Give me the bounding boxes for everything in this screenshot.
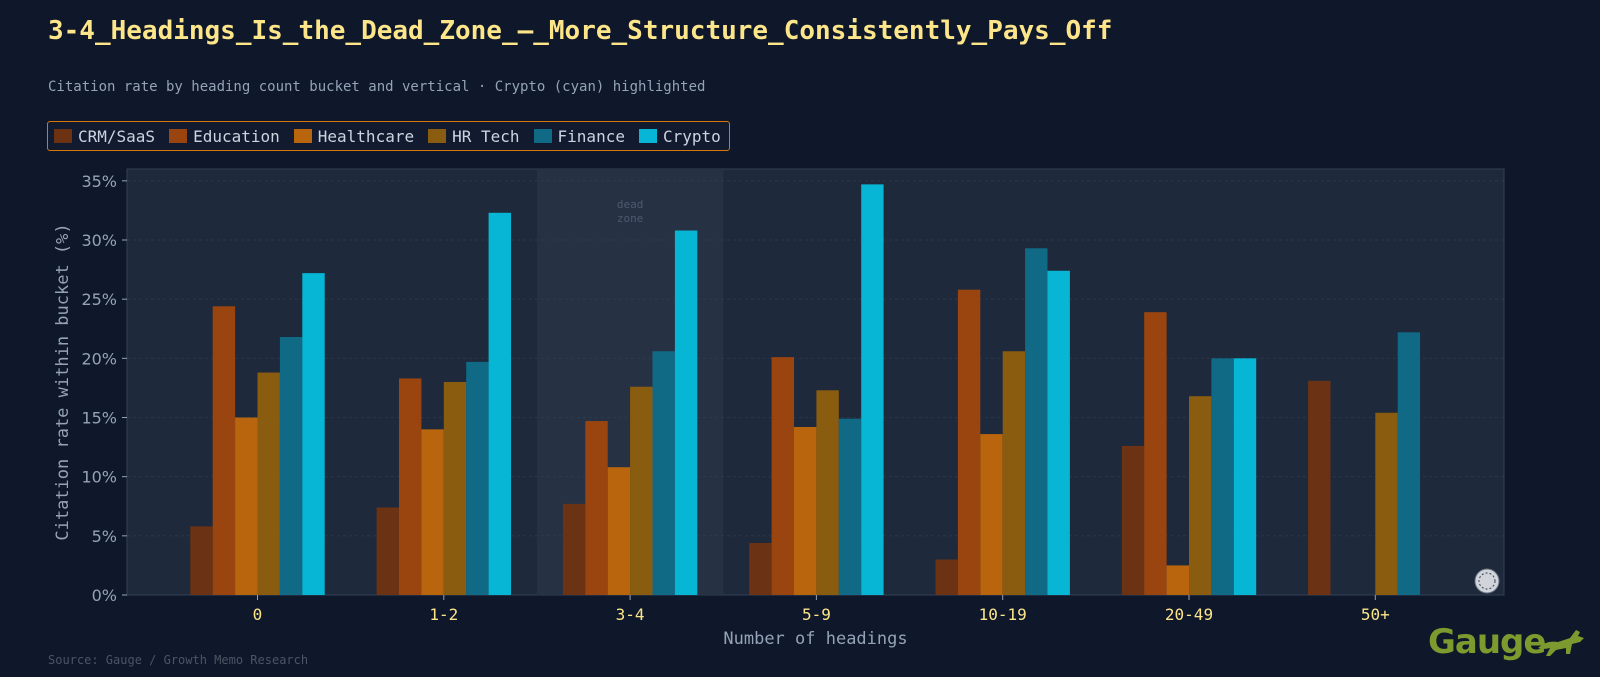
legend-item-hr-tech: HR Tech: [428, 126, 520, 146]
y-tick-label: 25%: [81, 290, 117, 309]
bar-hr-tech-0: [257, 372, 280, 595]
legend-item-crypto: Crypto: [638, 126, 721, 146]
bar-finance-0: [279, 337, 303, 595]
chart-legend: CRM/SaaS Education Healthcare HR Tech Financ…: [47, 121, 730, 151]
bar-education-1-2: [399, 378, 422, 595]
bar-finance-50+: [1397, 332, 1421, 595]
x-tick-label: 0: [253, 605, 263, 624]
y-tick-label: 30%: [81, 231, 117, 250]
x-tick-label: 10-19: [979, 605, 1027, 624]
legend-label: HR Tech: [452, 126, 520, 146]
bar-healthcare-5-9: [794, 426, 817, 595]
legend-swatch: [428, 129, 447, 143]
bar-education-3-4: [585, 421, 608, 595]
bar-education-0: [212, 306, 236, 595]
x-tick-label: 3-4: [616, 605, 645, 624]
source-note: Source: Gauge / Growth Memo Research: [48, 653, 309, 667]
bar-crypto-5-9: [861, 184, 884, 595]
bar-finance-3-4: [652, 351, 675, 595]
bar-crypto-0: [302, 273, 325, 595]
bar-finance-5-9: [838, 418, 862, 595]
bar-healthcare-0: [235, 417, 258, 595]
legend-swatch: [293, 129, 312, 143]
legend-item-healthcare: Healthcare: [293, 126, 415, 146]
bar-healthcare-1-2: [421, 429, 444, 595]
y-tick-label: 10%: [81, 468, 117, 487]
bar-hr-tech-3-4: [630, 386, 653, 595]
legend-label: Education: [193, 126, 280, 146]
legend-label: Healthcare: [317, 126, 415, 146]
bar-crm-saas-20-49: [1121, 445, 1145, 595]
bar-healthcare-20-49: [1166, 565, 1189, 595]
bar-education-10-19: [957, 289, 981, 595]
chart-title: 3-4_Headings_Is_the_Dead_Zone_—_More_Str…: [48, 16, 1113, 46]
y-tick-label: 5%: [92, 527, 117, 546]
legend-item-finance: Finance: [533, 126, 625, 146]
bar-finance-20-49: [1211, 358, 1234, 595]
bar-hr-tech-10-19: [1002, 351, 1026, 595]
bar-hr-tech-5-9: [816, 390, 839, 595]
legend-swatch: [169, 129, 188, 143]
bar-finance-10-19: [1025, 248, 1048, 596]
bar-hr-tech-50+: [1375, 412, 1398, 595]
x-tick-label: 20-49: [1165, 605, 1213, 624]
greyhound-icon: [1538, 630, 1584, 656]
legend-item-education: Education: [169, 127, 280, 146]
bar-crypto-20-49: [1233, 358, 1257, 595]
x-tick-label: 1-2: [429, 605, 458, 624]
bar-healthcare-10-19: [980, 434, 1003, 595]
legend-label: CRM/SaaS: [78, 126, 156, 146]
seal-icon: [1474, 568, 1500, 594]
bar-crm-saas-3-4: [562, 503, 586, 595]
y-tick-label: 35%: [81, 172, 117, 191]
bar-education-5-9: [771, 357, 794, 595]
y-axis-label: Citation rate within bucket (%): [53, 223, 73, 540]
y-tick-label: 15%: [81, 409, 117, 428]
bar-healthcare-3-4: [607, 467, 631, 595]
legend-swatch: [533, 129, 552, 143]
bar-finance-1-2: [466, 361, 489, 595]
y-tick-label: 0%: [92, 586, 117, 605]
bar-crm-saas-0: [190, 526, 213, 595]
x-tick-label: 5-9: [802, 605, 831, 624]
y-tick-label: 20%: [81, 349, 117, 368]
x-tick-label: 50+: [1361, 605, 1390, 624]
legend-label: Crypto: [662, 126, 721, 146]
bar-crypto-1-2: [488, 212, 511, 596]
bar-crypto-3-4: [674, 230, 698, 596]
bar-hr-tech-1-2: [443, 382, 467, 595]
bar-education-20-49: [1144, 312, 1167, 595]
bar-crypto-10-19: [1047, 270, 1070, 595]
legend-item-crm-saas: CRM/SaaS: [54, 127, 155, 146]
bar-crm-saas-10-19: [935, 559, 958, 595]
bar-crm-saas-50+: [1308, 380, 1331, 595]
bar-crm-saas-1-2: [376, 507, 399, 595]
bar-crm-saas-5-9: [749, 542, 772, 595]
brand-logo: Gauge: [1428, 622, 1546, 662]
dead-zone-label: dead: [617, 198, 644, 211]
bar-hr-tech-20-49: [1189, 396, 1212, 595]
legend-label: Finance: [557, 126, 625, 146]
chart-subtitle: Citation rate by heading count bucket an…: [48, 79, 706, 95]
dead-zone-label: zone: [617, 212, 644, 225]
legend-swatch: [54, 129, 72, 143]
legend-swatch: [638, 129, 657, 143]
seal-icon-inner: [1478, 572, 1496, 590]
x-axis-label: Number of headings: [723, 629, 907, 649]
